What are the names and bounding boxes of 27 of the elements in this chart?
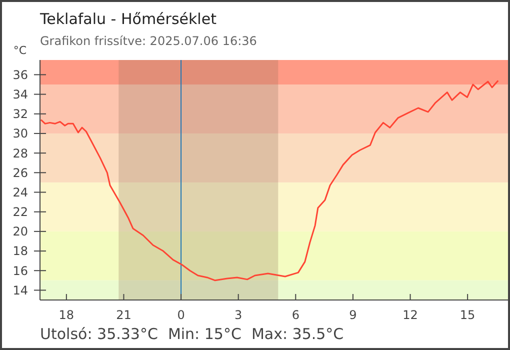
y-tick-label: 24 — [12, 185, 28, 200]
x-tick-label: 21 — [116, 308, 132, 322]
chart-title: Teklafalu - Hőmérséklet — [39, 10, 217, 28]
text: Utolsó: 35.33°C — [40, 325, 158, 343]
x-tick-label: 9 — [349, 308, 357, 322]
y-tick-label: 28 — [12, 146, 28, 160]
y-tick-label: 34 — [12, 87, 28, 102]
y-tick-label: 16 — [12, 264, 28, 278]
text: Max: 35.5°C — [251, 325, 344, 343]
x-tick-label: 6 — [292, 308, 300, 322]
x-tick-label: 12 — [402, 308, 418, 322]
y-axis-title: °C — [13, 44, 27, 57]
x-tick-label: 3 — [234, 308, 242, 322]
line-series — [40, 80, 499, 282]
text: Min: 15°C — [168, 325, 242, 343]
y-tick-label: 26 — [12, 166, 28, 180]
y-tick-label: 14 — [12, 283, 28, 298]
y-tick-label: 20 — [12, 224, 28, 239]
y-tick-label: 36 — [12, 68, 28, 82]
x-tick-label: 18 — [58, 308, 74, 322]
x-tick-label: 0 — [177, 308, 185, 322]
y-tick-label: 32 — [12, 107, 28, 122]
x-tick-label: 15 — [460, 308, 476, 322]
y-tick-label: 22 — [12, 205, 28, 220]
chart-subtitle: Grafikon frissítve: 2025.07.06 16:36 — [40, 34, 257, 48]
y-tick-label: 18 — [12, 244, 28, 258]
y-tick-label: 30 — [12, 126, 28, 141]
